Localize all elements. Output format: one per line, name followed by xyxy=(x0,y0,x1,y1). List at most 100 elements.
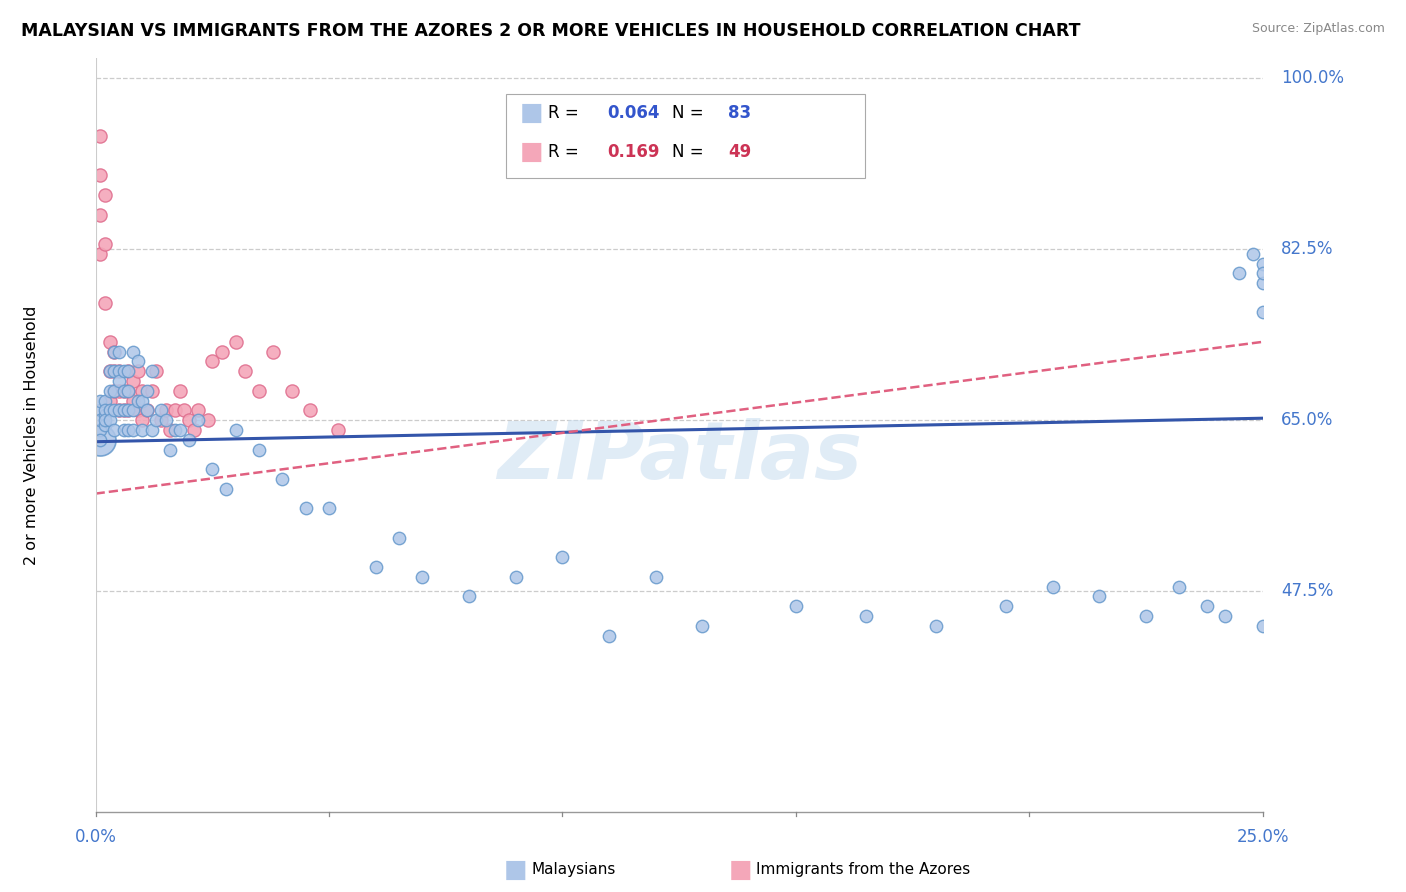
Point xyxy=(141,384,163,398)
Point xyxy=(94,188,117,202)
Point xyxy=(247,442,270,457)
Point xyxy=(131,393,153,408)
Point xyxy=(103,364,125,378)
Text: 83: 83 xyxy=(728,104,751,122)
Point xyxy=(103,384,125,398)
Point xyxy=(112,423,135,437)
Point xyxy=(187,413,209,427)
Point xyxy=(215,482,238,496)
Point xyxy=(1227,266,1250,280)
Text: 100.0%: 100.0% xyxy=(1281,69,1344,87)
Point xyxy=(108,374,131,388)
Point xyxy=(644,570,666,584)
Point xyxy=(98,384,121,398)
Point xyxy=(89,208,111,222)
Point xyxy=(201,462,224,476)
Point xyxy=(103,423,125,437)
Text: R =: R = xyxy=(548,104,585,122)
Text: Malaysians: Malaysians xyxy=(531,863,616,877)
Point xyxy=(122,403,145,417)
Point xyxy=(98,403,121,417)
Point xyxy=(1251,276,1274,290)
Point xyxy=(994,599,1017,614)
Point xyxy=(127,364,149,378)
Point xyxy=(89,433,111,447)
Point xyxy=(108,403,131,417)
Point xyxy=(177,413,200,427)
Text: ■: ■ xyxy=(728,858,752,881)
Point xyxy=(225,423,247,437)
Point xyxy=(318,501,340,516)
Point xyxy=(117,423,139,437)
Point xyxy=(149,403,172,417)
Point xyxy=(103,384,125,398)
Text: Immigrants from the Azores: Immigrants from the Azores xyxy=(756,863,970,877)
Point xyxy=(155,413,177,427)
Point xyxy=(155,403,177,417)
Point xyxy=(112,403,135,417)
Point xyxy=(103,403,125,417)
Point xyxy=(89,403,111,417)
Point xyxy=(1167,580,1189,594)
Point xyxy=(108,364,131,378)
Text: MALAYSIAN VS IMMIGRANTS FROM THE AZORES 2 OR MORE VEHICLES IN HOUSEHOLD CORRELAT: MALAYSIAN VS IMMIGRANTS FROM THE AZORES … xyxy=(21,22,1081,40)
Point xyxy=(131,413,153,427)
Text: 0.064: 0.064 xyxy=(607,104,659,122)
Text: 0.0%: 0.0% xyxy=(75,829,117,847)
Point xyxy=(187,403,209,417)
Point xyxy=(89,413,111,427)
Point xyxy=(136,384,159,398)
Point xyxy=(122,393,145,408)
Text: 65.0%: 65.0% xyxy=(1281,411,1334,429)
Point xyxy=(94,409,117,423)
Point xyxy=(159,423,181,437)
Point xyxy=(299,403,322,417)
Text: 0.169: 0.169 xyxy=(607,143,659,161)
Point xyxy=(1213,609,1236,624)
Point xyxy=(247,384,270,398)
Point xyxy=(94,295,117,310)
Text: N =: N = xyxy=(672,143,709,161)
Point xyxy=(98,393,121,408)
Point xyxy=(785,599,807,614)
Point xyxy=(233,364,256,378)
Point xyxy=(108,364,131,378)
Point xyxy=(94,393,117,408)
Point xyxy=(1135,609,1157,624)
Point xyxy=(89,246,111,260)
Point xyxy=(89,169,111,183)
Point xyxy=(458,590,481,604)
Point xyxy=(103,344,125,359)
Point xyxy=(127,354,149,368)
Point xyxy=(1251,618,1274,632)
Point xyxy=(1241,246,1264,260)
Point xyxy=(103,364,125,378)
Point xyxy=(122,344,145,359)
Point xyxy=(169,384,191,398)
Point xyxy=(294,501,316,516)
Point xyxy=(122,374,145,388)
Point xyxy=(103,344,125,359)
Point xyxy=(505,570,527,584)
Text: Source: ZipAtlas.com: Source: ZipAtlas.com xyxy=(1251,22,1385,36)
Point xyxy=(117,403,139,417)
Point xyxy=(163,403,186,417)
Point xyxy=(925,618,948,632)
Point xyxy=(177,433,200,447)
Point xyxy=(131,423,153,437)
Point xyxy=(131,384,153,398)
Point xyxy=(1251,266,1274,280)
Point xyxy=(1088,590,1111,604)
Text: ZIPatlas: ZIPatlas xyxy=(496,418,862,497)
Point xyxy=(117,364,139,378)
Point xyxy=(271,472,294,486)
Point xyxy=(112,384,135,398)
Point xyxy=(1042,580,1064,594)
Text: R =: R = xyxy=(548,143,585,161)
Text: 82.5%: 82.5% xyxy=(1281,240,1334,258)
Point xyxy=(159,442,181,457)
Point xyxy=(94,237,117,252)
Point xyxy=(94,413,117,427)
Point xyxy=(112,403,135,417)
Point xyxy=(1195,599,1218,614)
